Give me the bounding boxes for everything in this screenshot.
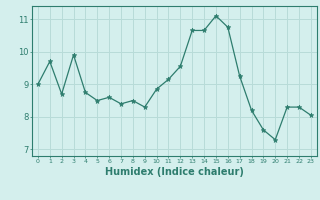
X-axis label: Humidex (Indice chaleur): Humidex (Indice chaleur) (105, 167, 244, 177)
